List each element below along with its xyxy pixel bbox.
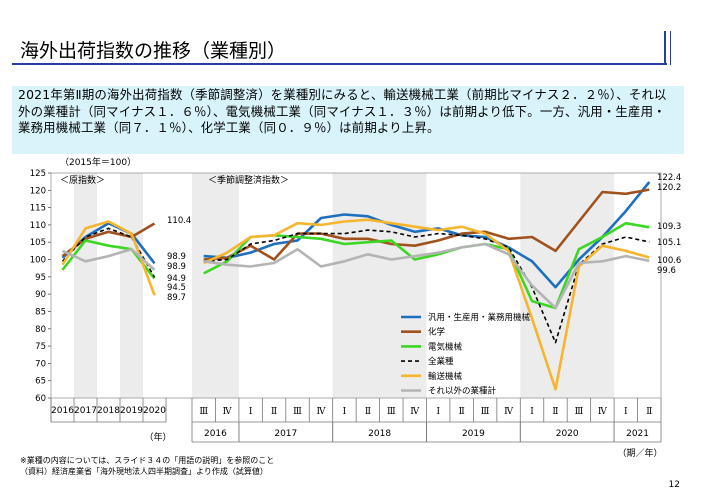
y-tick-label: 95 bbox=[35, 273, 46, 283]
legend-label-1: 化学 bbox=[428, 327, 446, 338]
right-end-value-label: 120.2 bbox=[657, 183, 681, 193]
x-year-label-2021: 2021 bbox=[626, 429, 649, 439]
x-tick-label-year: 2020 bbox=[143, 406, 166, 416]
series-line-annual-5 bbox=[61, 247, 156, 271]
y-tick-label: 110 bbox=[30, 221, 46, 231]
summary-text: 2021年第Ⅱ期の海外出荷指数（季節調整済）を業種別にみると、輸送機械工業（前期… bbox=[12, 86, 684, 154]
y-tick-label: 70 bbox=[35, 359, 46, 369]
page-number: 12 bbox=[668, 480, 680, 490]
y-tick-label: 115 bbox=[30, 204, 46, 214]
legend-label-3: 全業種 bbox=[428, 356, 454, 367]
year-band-2019 bbox=[120, 173, 143, 398]
x-tick-label-quarter: Ⅰ bbox=[530, 407, 534, 417]
right-end-value-label: 122.4 bbox=[657, 173, 681, 183]
x-tick-label-quarter: Ⅲ bbox=[293, 407, 302, 417]
right-panel-label: ＜季節調整済指数＞ bbox=[208, 174, 289, 186]
x-year-label-2017: 2017 bbox=[274, 429, 297, 439]
left-end-value-label: 110.4 bbox=[167, 216, 191, 226]
series-line-quarterly-4 bbox=[203, 218, 650, 391]
left-end-value-label: 89.7 bbox=[167, 293, 186, 303]
x-tick-label-quarter: Ⅰ bbox=[249, 407, 253, 417]
y-tick-label: 100 bbox=[30, 256, 46, 266]
x-year-label-2019: 2019 bbox=[462, 429, 485, 439]
slide-title: 海外出荷指数の推移（業種別） bbox=[20, 40, 287, 62]
x-tick-label-quarter: Ⅲ bbox=[199, 407, 208, 417]
series-line-quarterly-3 bbox=[203, 229, 650, 344]
series-line-quarterly-5 bbox=[203, 242, 650, 310]
legend-label-5: それ以外の業種計 bbox=[428, 386, 497, 397]
x-tick-label-quarter: Ⅲ bbox=[481, 407, 490, 417]
x-tick-label-year: 2016 bbox=[51, 406, 74, 416]
right-x-axis-label: （期／年） bbox=[617, 447, 662, 459]
x-tick-label-quarter: Ⅲ bbox=[387, 407, 396, 417]
x-tick-label-quarter: Ⅱ bbox=[271, 407, 277, 417]
x-year-label-2018: 2018 bbox=[368, 429, 391, 439]
x-tick-label-year: 2019 bbox=[120, 406, 143, 416]
title-accent-bar-thin bbox=[670, 31, 671, 65]
year-band-2018 bbox=[332, 173, 427, 398]
x-tick-label-quarter: Ⅳ bbox=[598, 407, 608, 417]
y-tick-label: 80 bbox=[35, 325, 46, 335]
y-tick-label: 65 bbox=[35, 377, 46, 387]
title-underline bbox=[12, 63, 667, 65]
left-x-axis-label: （年） bbox=[144, 431, 171, 443]
base-year-label: （2015年＝100） bbox=[60, 156, 136, 168]
series-line-annual-2 bbox=[61, 239, 156, 280]
legend-label-0: 汎用・生産用・業務用機械 bbox=[428, 312, 531, 323]
year-band-2017 bbox=[74, 173, 97, 398]
y-tick-label: 60 bbox=[35, 394, 46, 404]
x-tick-label-quarter: Ⅳ bbox=[410, 407, 420, 417]
footnote-source: （資料）経済産業省「海外現地法人四半期調査」より作成（試算値） bbox=[20, 467, 268, 476]
x-tick-label-quarter: Ⅱ bbox=[646, 407, 652, 417]
x-year-label-2016: 2016 bbox=[204, 429, 227, 439]
right-end-value-label: 105.1 bbox=[657, 238, 681, 248]
y-tick-label: 75 bbox=[35, 342, 46, 352]
x-tick-label-quarter: Ⅱ bbox=[459, 407, 465, 417]
y-tick-label: 105 bbox=[30, 238, 46, 248]
series-line-annual-4 bbox=[61, 220, 156, 296]
y-tick-label: 90 bbox=[35, 290, 46, 300]
x-tick-label-year: 2018 bbox=[97, 406, 120, 416]
left-end-value-label: 98.9 bbox=[167, 252, 186, 262]
x-tick-label-quarter: Ⅳ bbox=[316, 407, 326, 417]
legend-label-4: 輸送機械 bbox=[428, 371, 463, 382]
series-line-quarterly-0 bbox=[203, 181, 651, 289]
year-band-2016 bbox=[192, 173, 239, 398]
left-panel-label: ＜原指数＞ bbox=[60, 174, 105, 186]
legend-label-2: 電気機械 bbox=[428, 341, 463, 352]
x-tick-label-quarter: Ⅳ bbox=[223, 407, 233, 417]
x-tick-label-year: 2017 bbox=[74, 406, 97, 416]
x-tick-label-quarter: Ⅰ bbox=[343, 407, 347, 417]
x-tick-label-quarter: Ⅱ bbox=[365, 407, 371, 417]
x-tick-label-quarter: Ⅳ bbox=[504, 407, 514, 417]
y-tick-label: 125 bbox=[30, 169, 46, 179]
right-end-value-label: 109.3 bbox=[657, 222, 681, 232]
y-tick-label: 120 bbox=[30, 186, 46, 196]
x-year-label-2020: 2020 bbox=[556, 429, 579, 439]
x-tick-label-quarter: Ⅰ bbox=[624, 407, 628, 417]
series-line-annual-3 bbox=[61, 227, 156, 278]
x-tick-label-quarter: Ⅰ bbox=[436, 407, 440, 417]
left-end-value-label: 94.5 bbox=[167, 283, 186, 293]
right-end-value-label: 100.6 bbox=[657, 256, 681, 266]
series-line-quarterly-2 bbox=[203, 221, 650, 310]
right-end-value-label: 99.6 bbox=[657, 266, 676, 276]
x-tick-label-quarter: Ⅲ bbox=[575, 407, 584, 417]
left-end-value-label: 94.9 bbox=[167, 274, 186, 284]
title-accent-bar bbox=[664, 31, 666, 65]
series-line-quarterly-1 bbox=[203, 188, 650, 261]
y-tick-label: 85 bbox=[35, 307, 46, 317]
x-tick-label-quarter: Ⅱ bbox=[552, 407, 558, 417]
footnote-terms: ※業種の内容については、スライド３４の「用語の説明」を参照のこと bbox=[20, 456, 275, 465]
left-end-value-label: 98.9 bbox=[167, 262, 186, 272]
